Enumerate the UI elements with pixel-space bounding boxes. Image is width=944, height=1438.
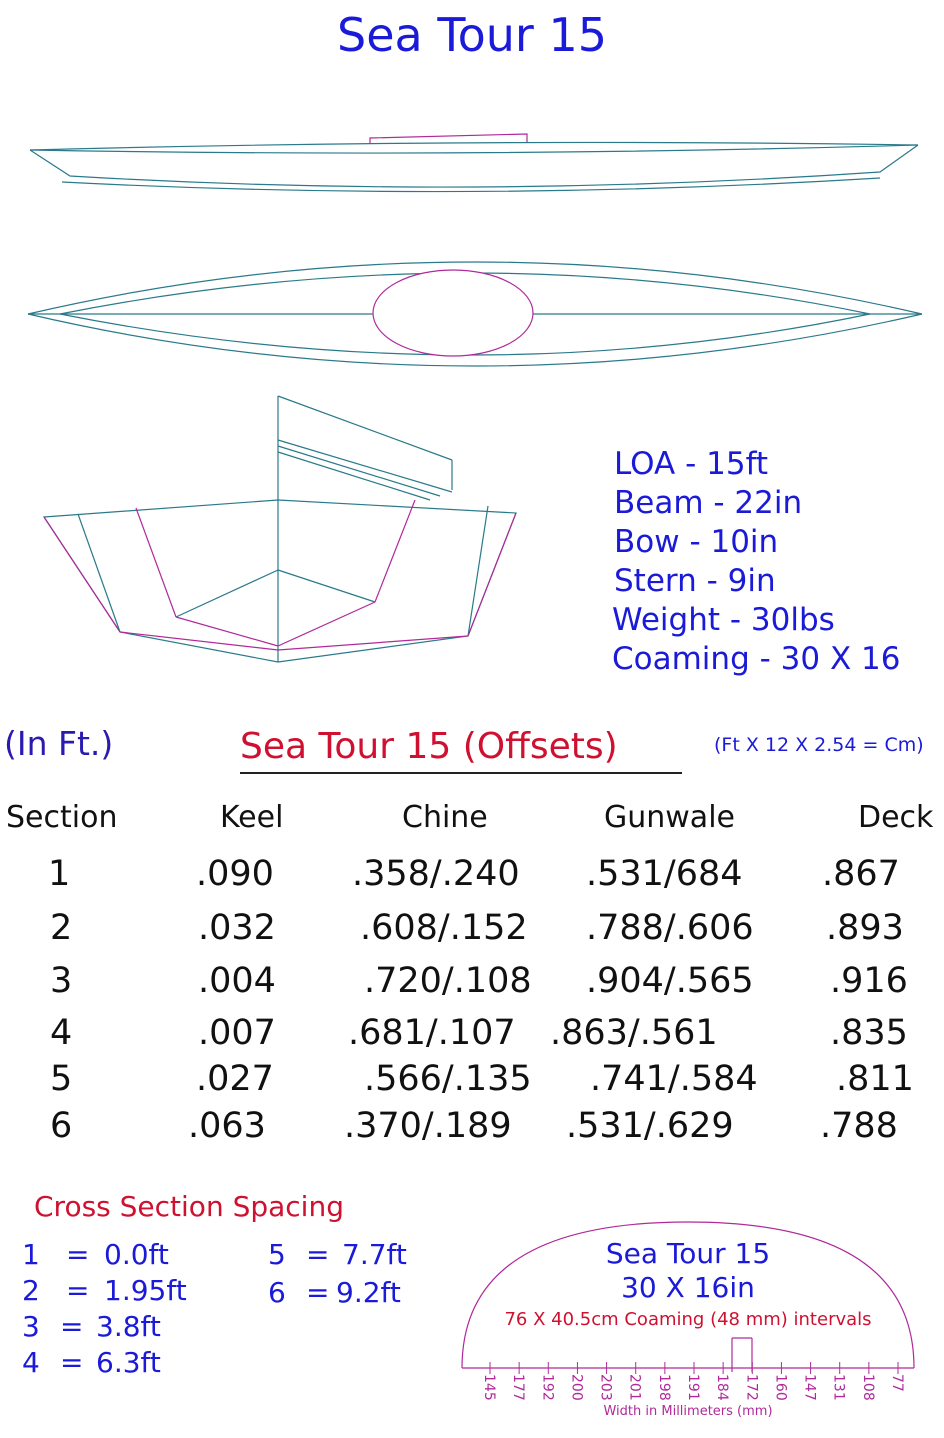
spec-beam: Beam - 22in: [614, 485, 803, 521]
spacing-num: 5: [268, 1238, 286, 1271]
hull-profile-view: [29, 133, 919, 193]
spacing-value: 6.3ft: [96, 1346, 161, 1379]
header-keel: Keel: [220, 800, 284, 835]
table-cell-keel: .032: [198, 908, 276, 948]
table-cell-gunwale: .741/.584: [590, 1059, 758, 1099]
table-cell-deck: .835: [830, 1013, 908, 1053]
table-cell-section: 5: [50, 1059, 73, 1099]
spacing-num: 2: [22, 1274, 40, 1307]
table-cell-deck: .867: [822, 854, 900, 894]
offsets-title-underline: [240, 772, 682, 774]
table-cell-deck: .811: [836, 1059, 914, 1099]
coaming-tick-marks: 145 177 192 200 203 201 198 191 184 172 160 147 131 1…: [481, 1362, 905, 1401]
spec-weight: Weight - 30lbs: [612, 602, 835, 638]
table-cell-deck: .893: [826, 908, 904, 948]
coaming-axis-label: Width in Millimeters (mm): [603, 1404, 773, 1419]
spacing-eq: =: [306, 1238, 330, 1271]
spacing-num: 3: [22, 1310, 40, 1343]
coaming-tick-label: 177: [510, 1374, 526, 1401]
spacing-eq: =: [66, 1274, 90, 1307]
table-cell-chine: .370/.189: [344, 1106, 512, 1146]
coaming-tick-label: 160: [772, 1374, 788, 1401]
table-cell-keel: .007: [198, 1013, 276, 1053]
table-cell-section: 6: [50, 1106, 73, 1146]
table-cell-chine: .608/.152: [360, 908, 528, 948]
spacing-value: 0.0ft: [104, 1238, 169, 1271]
spacing-value: 3.8ft: [96, 1310, 161, 1343]
coaming-tick-label: 108: [860, 1374, 876, 1401]
coaming-size: 30 X 16in: [621, 1271, 755, 1304]
page-title: Sea Tour 15: [337, 8, 607, 62]
spec-loa: LOA - 15ft: [614, 446, 769, 482]
table-cell-gunwale: .788/.606: [586, 908, 754, 948]
table-cell-keel: .090: [196, 854, 274, 894]
table-cell-keel: .004: [198, 961, 276, 1001]
spec-stern: Stern - 9in: [614, 563, 776, 599]
spacing-value: 7.7ft: [342, 1238, 407, 1271]
coaming-tick-label: 192: [539, 1374, 555, 1401]
table-cell-section: 1: [48, 854, 71, 894]
units-note: (In Ft.): [4, 724, 114, 763]
table-cell-keel: .027: [196, 1059, 274, 1099]
table-cell-keel: .063: [188, 1106, 266, 1146]
header-gunwale: Gunwale: [604, 800, 735, 835]
cross-section-title: Cross Section Spacing: [34, 1190, 344, 1223]
spacing-num: 1: [22, 1238, 40, 1271]
spacing-value: 1.95ft: [104, 1274, 187, 1307]
coaming-tick-label: 131: [831, 1374, 847, 1401]
coaming-template: [461, 1221, 915, 1372]
coaming-tick-label: 203: [598, 1374, 614, 1401]
coaming-tick-label: 145: [481, 1374, 497, 1401]
table-cell-chine: .358/.240: [352, 854, 520, 894]
coaming-tick-label: 184: [714, 1374, 730, 1401]
hull-plan-view: [27, 261, 923, 367]
coaming-tick-label: 191: [685, 1374, 701, 1401]
coaming-tick-label: 200: [568, 1374, 584, 1401]
spacing-num: 6: [268, 1276, 286, 1309]
table-cell-section: 4: [50, 1013, 73, 1053]
table-cell-gunwale: .531/.629: [566, 1106, 734, 1146]
table-cell-section: 3: [50, 961, 73, 1001]
coaming-tick-label: 201: [627, 1374, 643, 1401]
table-cell-chine: .681/.107: [348, 1013, 516, 1053]
header-chine: Chine: [402, 800, 488, 835]
spacing-eq: =: [66, 1238, 90, 1271]
spacing-num: 4: [22, 1346, 40, 1379]
coaming-note: 76 X 40.5cm Coaming (48 mm) intervals: [504, 1309, 872, 1330]
spacing-eq: =: [60, 1346, 84, 1379]
spec-coaming: Coaming - 30 X 16: [612, 641, 901, 677]
table-cell-gunwale: .531/684: [586, 854, 743, 894]
table-cell-deck: .916: [830, 961, 908, 1001]
table-cell-chine: .566/.135: [364, 1059, 532, 1099]
header-deck: Deck: [858, 800, 934, 835]
coaming-tick-label: 198: [656, 1374, 672, 1401]
offsets-title: Sea Tour 15 (Offsets): [240, 726, 618, 767]
conversion-note: (Ft X 12 X 2.54 = Cm): [714, 734, 924, 756]
spacing-value: 9.2ft: [336, 1276, 401, 1309]
header-section: Section: [6, 800, 118, 835]
spacing-eq: =: [306, 1276, 330, 1309]
coaming-tick-label: 172: [743, 1374, 759, 1401]
hull-section-view: [42, 395, 517, 663]
table-cell-gunwale: .863/.561: [550, 1013, 718, 1053]
table-cell-section: 2: [50, 908, 73, 948]
coaming-title: Sea Tour 15: [605, 1237, 771, 1270]
coaming-tick-label: 77: [889, 1374, 905, 1392]
spacing-eq: =: [60, 1310, 84, 1343]
table-cell-chine: .720/.108: [364, 961, 532, 1001]
table-cell-deck: .788: [820, 1106, 898, 1146]
table-cell-gunwale: .904/.565: [586, 961, 754, 1001]
spec-bow: Bow - 10in: [614, 524, 779, 560]
coaming-tick-label: 147: [802, 1374, 818, 1401]
